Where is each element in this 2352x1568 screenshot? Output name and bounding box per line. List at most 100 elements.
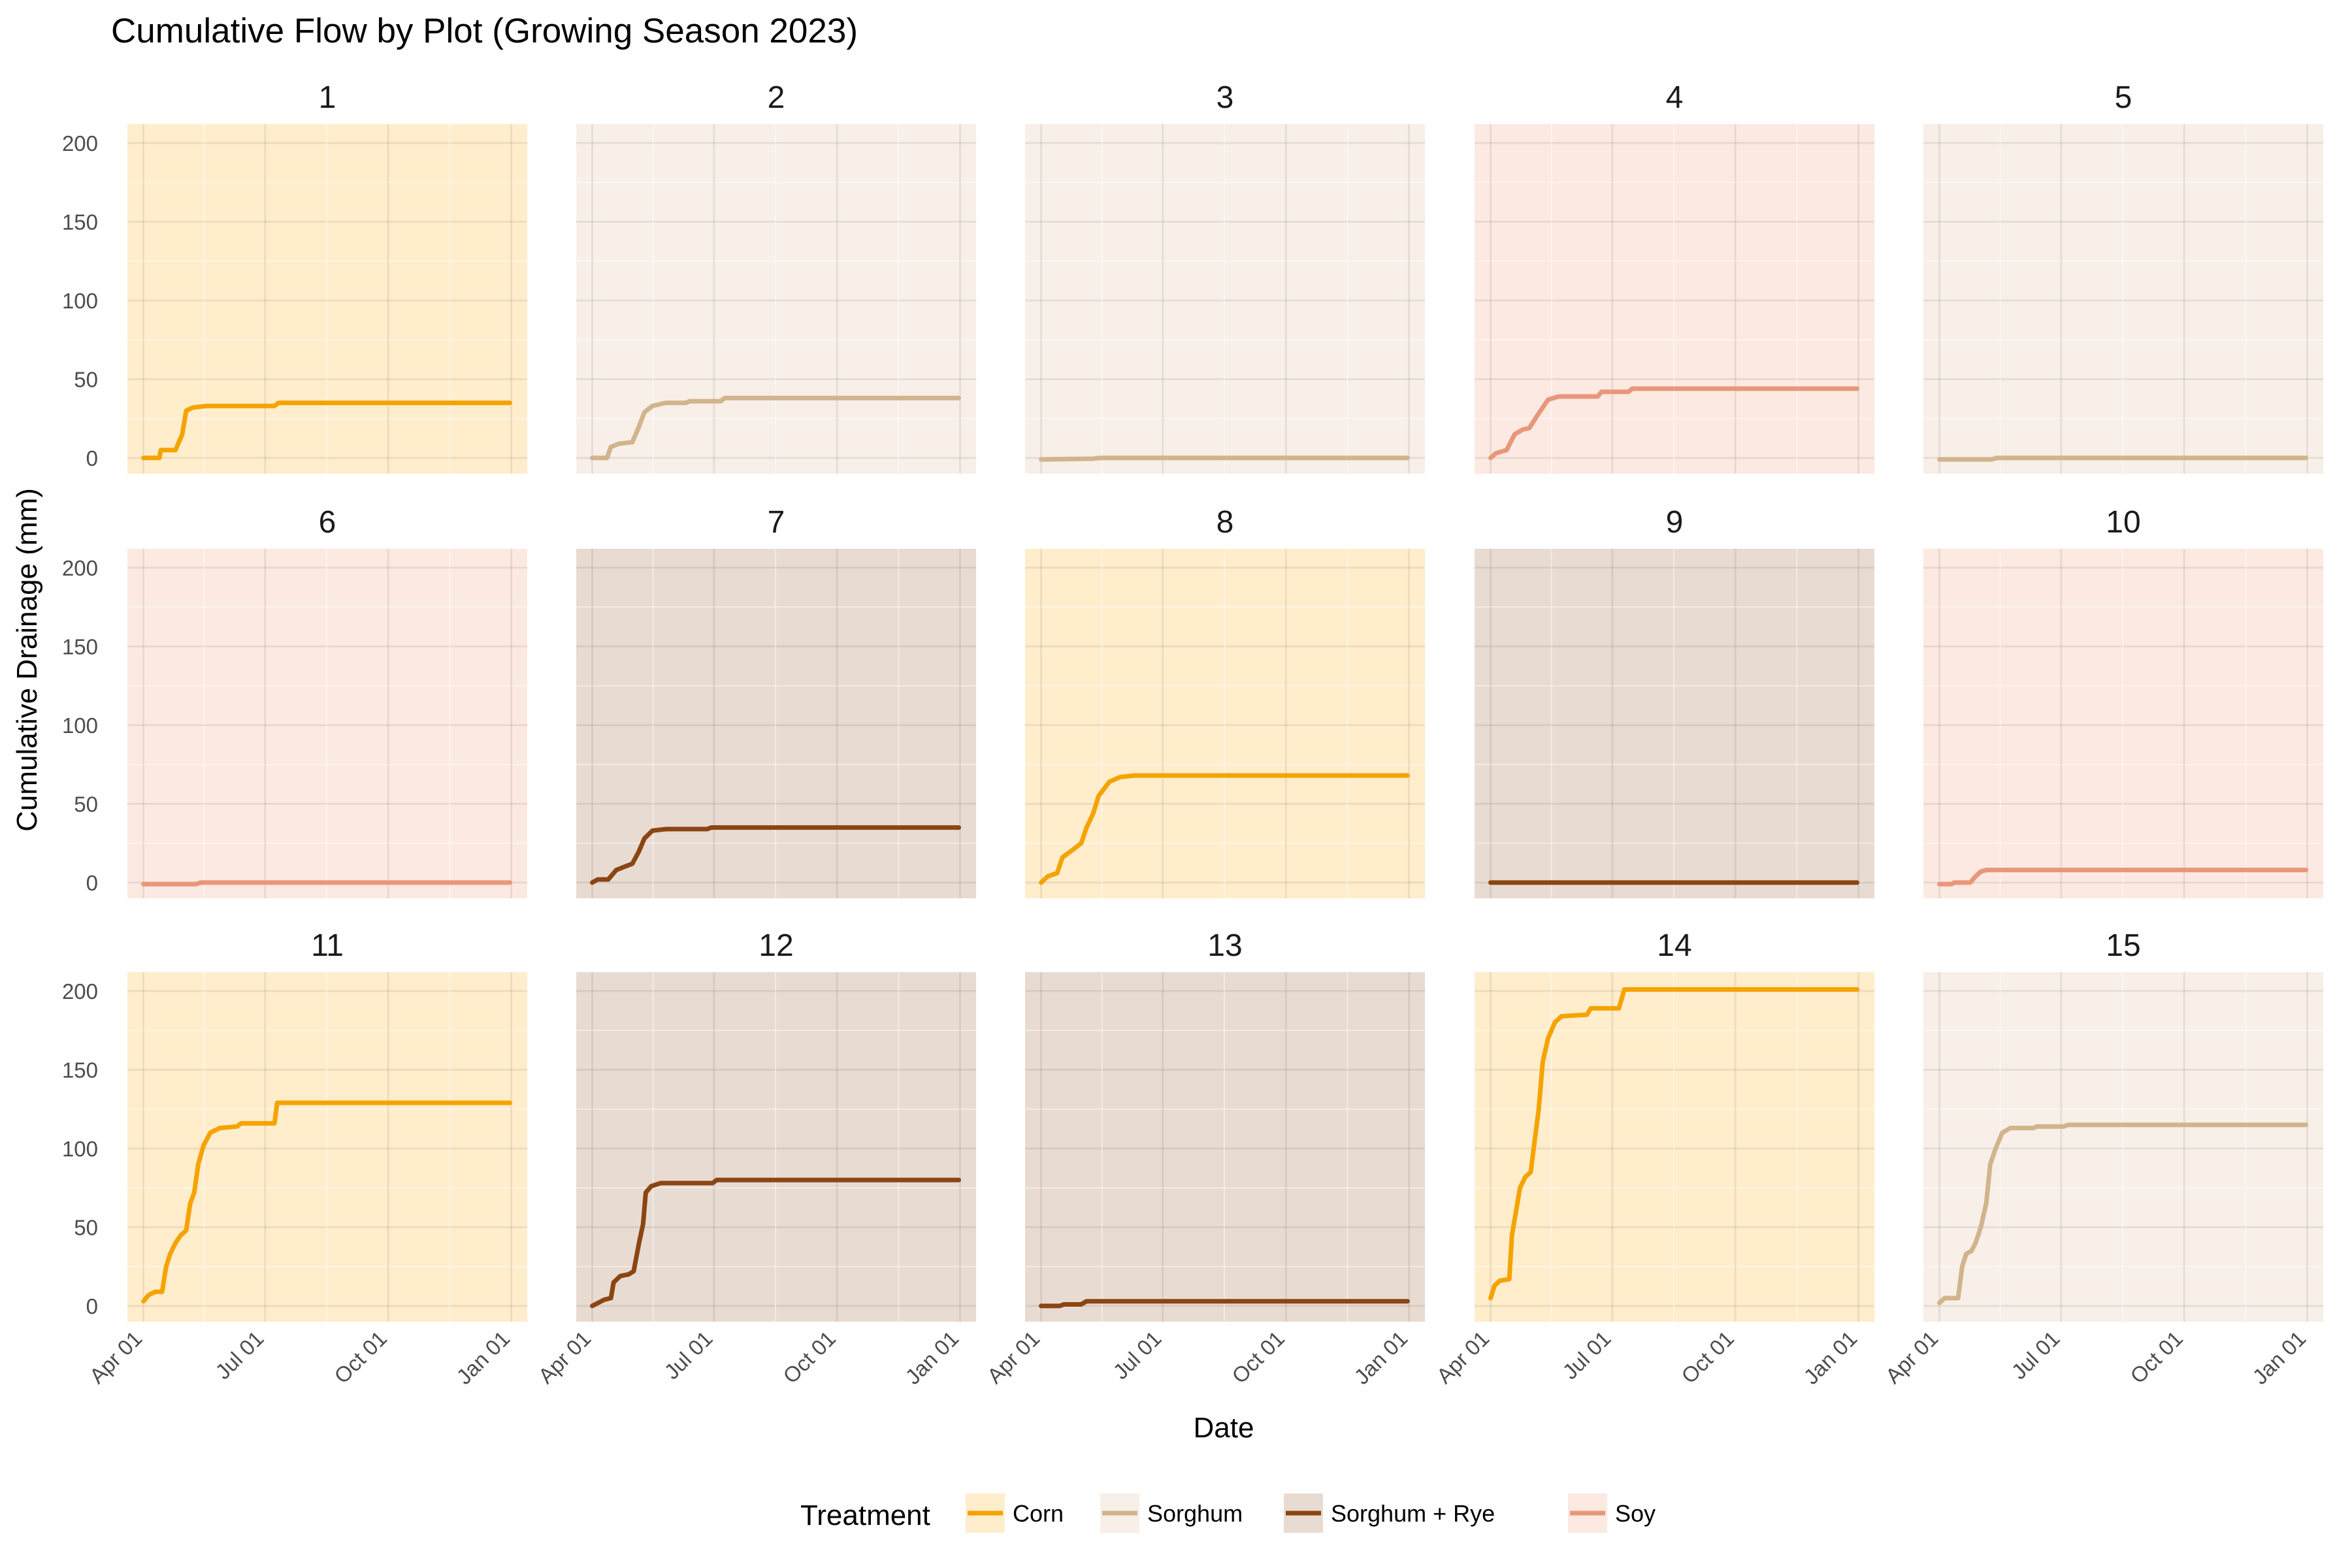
panel-background: [1923, 972, 2323, 1322]
y-tick-label: 200: [62, 556, 98, 580]
panel-1: 1 0 50 100 150 200: [62, 80, 527, 474]
x-tick-label: Jul 01: [1558, 1326, 1615, 1384]
panel-12: 12 Apr 01 Jul 01 Oct 01 Jan 01: [534, 928, 976, 1389]
series-line-plot-15: [1937, 1122, 2308, 1305]
x-tick-label: Jan 01: [451, 1326, 514, 1389]
panel-background: [1475, 124, 1874, 474]
series-line-plot-6: [141, 880, 512, 887]
x-tick-label: Jul 01: [2006, 1326, 2064, 1384]
x-tick-label: Jan 01: [1799, 1326, 1861, 1389]
facet-label: 1: [319, 80, 336, 115]
legend-label: Sorghum: [1147, 1500, 1243, 1527]
panel-background: [576, 124, 976, 474]
x-tick-label: Jan 01: [2247, 1326, 2310, 1389]
panel-background: [1923, 124, 2323, 474]
facet-label: 8: [1217, 505, 1234, 540]
facet-label: 7: [768, 505, 785, 540]
panel-background: [127, 124, 527, 474]
legend: Treatment Corn Sorghum Sorghum + Rye Soy: [800, 1494, 1656, 1533]
panel-background: [1025, 124, 1425, 474]
x-tick-label: Apr 01: [534, 1326, 596, 1388]
x-tick-label: Oct 01: [329, 1326, 391, 1388]
x-tick-label: Oct 01: [2125, 1326, 2187, 1388]
series-line-plot-1: [141, 400, 512, 461]
x-tick-label: Oct 01: [1227, 1326, 1289, 1388]
x-tick-label: Jul 01: [210, 1326, 268, 1384]
series-line-plot-3: [1039, 455, 1410, 462]
legend-title: Treatment: [800, 1499, 930, 1531]
facet-label: 13: [1207, 928, 1242, 963]
facet-label: 3: [1217, 80, 1234, 115]
panel-13: 13 Apr 01 Jul 01 Oct 01 Jan 01: [983, 928, 1425, 1389]
y-tick-label: 100: [62, 289, 98, 313]
x-tick-label: Apr 01: [1432, 1326, 1494, 1388]
y-tick-label: 100: [62, 713, 98, 738]
facet-label: 12: [759, 928, 793, 963]
panel-background: [576, 549, 976, 898]
panel-6: 6 0 50 100 150 200: [62, 505, 527, 898]
x-tick-label: Jan 01: [1349, 1326, 1412, 1389]
series-line-plot-11: [141, 1100, 512, 1304]
facet-label: 2: [768, 80, 785, 115]
facet-label: 10: [2106, 505, 2140, 540]
panel-background: [1025, 972, 1425, 1322]
panel-7: 7: [576, 505, 976, 898]
panel-background: [1475, 549, 1874, 898]
panel-3: 3: [1025, 80, 1425, 474]
panel-4: 4: [1475, 80, 1874, 474]
series-line-plot-7: [590, 825, 961, 885]
facet-label: 9: [1666, 505, 1684, 540]
x-tick-label: Apr 01: [983, 1326, 1045, 1388]
panel-11: 11 0 50 100 150 200 Apr 01 Jul 01 Oct 01 Jan 01: [62, 928, 527, 1389]
y-axis-title: Cumulative Drainage (mm): [11, 488, 43, 832]
chart-title: Cumulative Flow by Plot (Growing Season …: [111, 12, 858, 50]
y-tick-label: 0: [86, 871, 98, 895]
facet-label: 6: [319, 505, 336, 540]
panel-15: 15 Apr 01 Jul 01 Oct 01 Jan 01: [1881, 928, 2323, 1389]
y-tick-label: 200: [62, 979, 98, 1004]
panel-2: 2: [576, 80, 976, 474]
facet-label: 14: [1657, 928, 1691, 963]
x-tick-label: Oct 01: [1676, 1326, 1739, 1388]
x-tick-label: Jan 01: [900, 1326, 963, 1389]
series-line-plot-8: [1039, 773, 1410, 885]
x-tick-label: Apr 01: [85, 1326, 147, 1388]
panel-background: [1475, 972, 1874, 1322]
panel-5: 5: [1923, 80, 2323, 474]
facet-label: 15: [2106, 928, 2140, 963]
panel-background: [127, 972, 527, 1322]
series-line-plot-12: [590, 1177, 961, 1309]
legend-label: Sorghum + Rye: [1331, 1500, 1495, 1527]
y-tick-label: 150: [62, 210, 98, 234]
y-tick-label: 0: [86, 446, 98, 470]
legend-item-corn: Corn: [966, 1494, 1064, 1533]
y-tick-label: 200: [62, 131, 98, 155]
panel-14: 14 Apr 01 Jul 01 Oct 01 Jan 01: [1432, 928, 1874, 1389]
y-tick-label: 150: [62, 1058, 98, 1082]
panel-10: 10: [1923, 505, 2323, 898]
series-line-plot-2: [590, 395, 961, 461]
facet-label: 4: [1666, 80, 1684, 115]
x-tick-label: Jul 01: [1108, 1326, 1166, 1384]
panel-9: 9: [1475, 505, 1874, 898]
x-tick-label: Oct 01: [778, 1326, 840, 1388]
x-tick-label: Jul 01: [659, 1326, 717, 1384]
y-tick-label: 50: [74, 367, 98, 391]
panel-8: 8: [1025, 505, 1425, 898]
series-line-plot-13: [1039, 1299, 1410, 1309]
series-line-plot-5: [1937, 455, 2308, 462]
x-axis-title: Date: [1194, 1412, 1254, 1444]
y-tick-label: 50: [74, 792, 98, 816]
legend-label: Corn: [1013, 1500, 1064, 1527]
y-tick-label: 0: [86, 1294, 98, 1318]
panel-background: [127, 549, 527, 898]
series-line-plot-10: [1937, 868, 2308, 887]
series-line-plot-14: [1488, 987, 1859, 1301]
legend-label: Soy: [1615, 1500, 1656, 1527]
x-tick-label: Apr 01: [1881, 1326, 1943, 1388]
legend-item-sorghum: Sorghum: [1100, 1494, 1243, 1533]
panel-background: [1923, 549, 2323, 898]
series-line-plot-4: [1488, 386, 1859, 461]
